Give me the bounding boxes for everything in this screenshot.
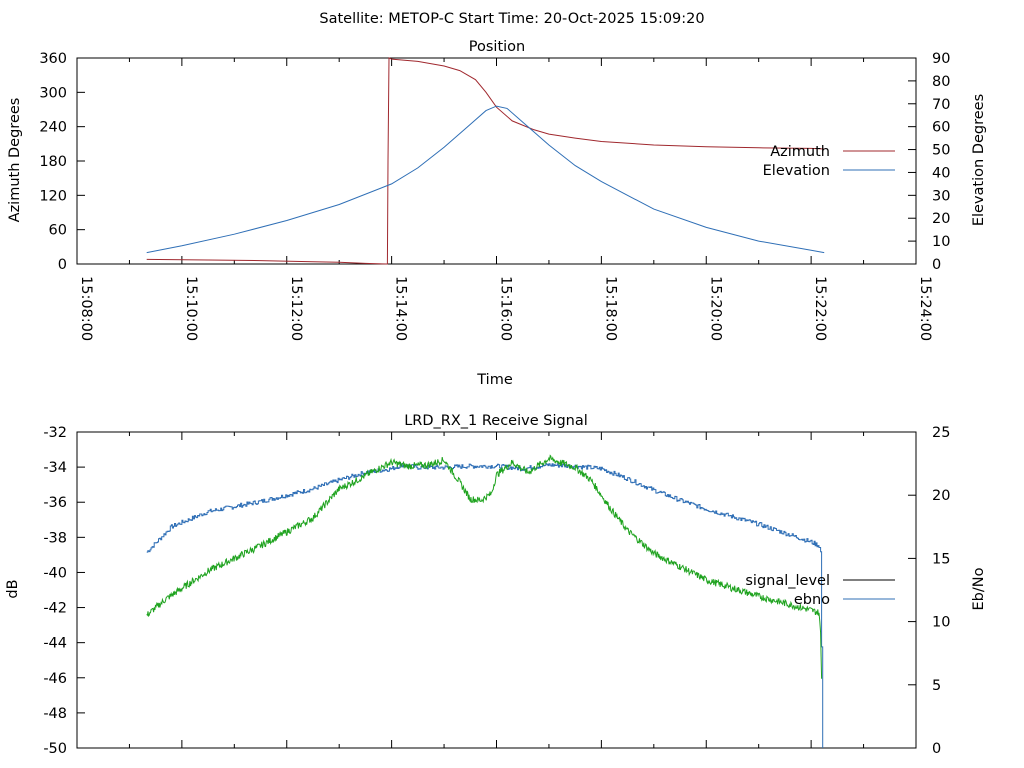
x-tick-label: 15:20:00	[707, 276, 723, 341]
legend-label-ebno: ebno	[794, 592, 830, 608]
position-chart: Position Azimuth Degrees Elevation Degre…	[7, 39, 987, 388]
y-tick-label: -36	[43, 495, 67, 511]
y-tick-label: -40	[43, 565, 67, 581]
y-tick-label: 0	[58, 257, 67, 273]
y-tick-label: 240	[39, 120, 67, 136]
y-tick-label: 120	[39, 188, 67, 204]
x-tick-label: 15:18:00	[602, 276, 618, 341]
x-tick-label: 15:10:00	[183, 276, 199, 341]
y-tick-label: 360	[39, 51, 67, 67]
x-tick-label: 15:24:00	[917, 276, 933, 341]
y2-tick-label: 0	[932, 257, 941, 273]
x-tick-label: 15:22:00	[812, 276, 828, 341]
signal-legend: signal_level ebno	[745, 573, 895, 608]
position-chart-title: Position	[469, 39, 525, 55]
ebno-series-line	[146, 463, 824, 748]
y2-tick-label: 10	[932, 234, 950, 250]
y-tick-label: 180	[39, 154, 67, 170]
y-tick-label: -38	[43, 530, 67, 546]
y2-tick-label: 60	[932, 120, 950, 136]
y2-tick-label: 5	[932, 678, 941, 694]
y2-tick-label: 25	[932, 425, 950, 441]
y-tick-label: -48	[43, 706, 67, 722]
position-x-axis-label: Time	[476, 372, 513, 388]
y-tick-label: -44	[43, 636, 67, 652]
y2-tick-label: 0	[932, 741, 941, 757]
y-tick-label: -42	[43, 601, 67, 617]
position-y2-axis-label: Elevation Degrees	[971, 94, 987, 226]
y2-tick-label: 40	[932, 165, 950, 181]
x-tick-label: 15:16:00	[498, 276, 514, 341]
y-tick-label: -34	[43, 460, 67, 476]
y-tick-label: -46	[43, 671, 67, 687]
y2-tick-label: 30	[932, 188, 950, 204]
green-signal-trace	[146, 454, 823, 679]
y2-tick-label: 10	[932, 615, 950, 631]
position-legend: Azimuth Elevation	[763, 144, 895, 179]
legend-label-elevation: Elevation	[763, 163, 830, 179]
position-y-axis-label: Azimuth Degrees	[7, 98, 23, 223]
y2-tick-label: 15	[932, 551, 950, 567]
y2-tick-label: 70	[932, 97, 950, 113]
position-plot-frame	[76, 57, 917, 265]
y2-tick-label: 50	[932, 143, 950, 159]
elevation-series-line	[146, 105, 825, 254]
y-tick-label: 300	[39, 85, 67, 101]
receive-signal-chart: LRD_RX_1 Receive Signal dB Eb/No -50 -48 -…	[5, 413, 987, 757]
signal-plot-frame	[76, 431, 917, 749]
legend-label-azimuth: Azimuth	[770, 144, 830, 160]
signal-chart-title: LRD_RX_1 Receive Signal	[404, 413, 588, 429]
page-title: Satellite: METOP-C Start Time: 20-Oct-20…	[319, 11, 704, 27]
azimuth-series-line	[146, 57, 825, 265]
y2-tick-label: 90	[932, 51, 950, 67]
x-tick-label: 15:12:00	[288, 276, 304, 341]
y2-tick-label: 80	[932, 74, 950, 90]
y-tick-label: -50	[43, 741, 67, 757]
y2-tick-label: 20	[932, 488, 950, 504]
legend-label-signal-level: signal_level	[745, 573, 830, 589]
signal-y2-axis-label: Eb/No	[971, 567, 987, 610]
x-tick-label: 15:14:00	[393, 276, 409, 341]
y-tick-label: -32	[43, 425, 67, 441]
x-tick-label: 15:08:00	[78, 276, 94, 341]
signal-y-axis-label: dB	[5, 579, 21, 598]
y-tick-label: 60	[49, 223, 67, 239]
y2-tick-label: 20	[932, 211, 950, 227]
